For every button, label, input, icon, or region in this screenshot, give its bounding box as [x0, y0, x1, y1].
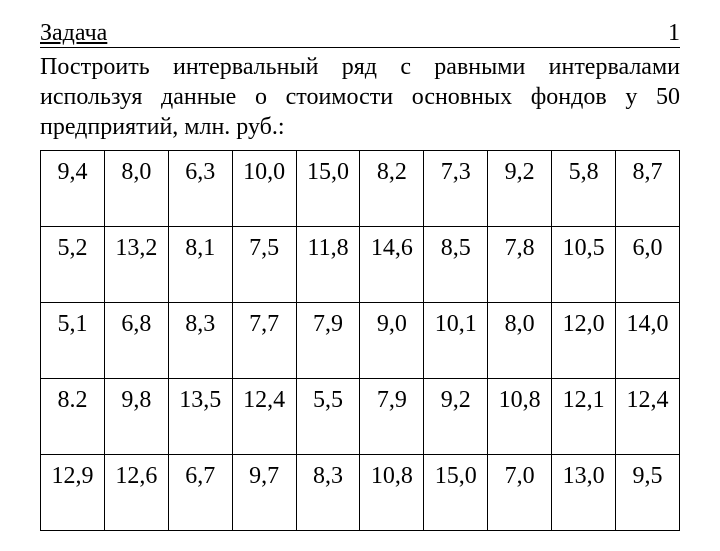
table-cell: 9,2: [488, 151, 552, 227]
table-cell: 7,9: [360, 379, 424, 455]
table-cell: 10,5: [552, 227, 616, 303]
table-cell: 7,5: [232, 227, 296, 303]
table-cell: 12,1: [552, 379, 616, 455]
table-cell: 14,0: [616, 303, 680, 379]
task-header: Задача 1: [40, 20, 680, 48]
table-cell: 8,7: [616, 151, 680, 227]
table-cell: 8.2: [41, 379, 105, 455]
table-cell: 15,0: [296, 151, 360, 227]
table-cell: 7,7: [232, 303, 296, 379]
table-cell: 13,5: [168, 379, 232, 455]
table-cell: 9,4: [41, 151, 105, 227]
table-cell: 8,3: [168, 303, 232, 379]
table-cell: 9,8: [104, 379, 168, 455]
task-description: Построить интервальный ряд с равными инт…: [40, 52, 680, 142]
table-cell: 8,0: [488, 303, 552, 379]
table-cell: 12,4: [616, 379, 680, 455]
table-row: 5,16,88,37,77,99,010,18,012,014,0: [41, 303, 680, 379]
table-cell: 7,9: [296, 303, 360, 379]
table-cell: 7,0: [488, 455, 552, 531]
table-cell: 8,3: [296, 455, 360, 531]
table-cell: 11,8: [296, 227, 360, 303]
table-cell: 5,2: [41, 227, 105, 303]
table-cell: 10,0: [232, 151, 296, 227]
table-cell: 15,0: [424, 455, 488, 531]
table-cell: 14,6: [360, 227, 424, 303]
task-number: 1: [668, 20, 680, 47]
table-cell: 12,0: [552, 303, 616, 379]
table-cell: 10,8: [360, 455, 424, 531]
table-cell: 5,8: [552, 151, 616, 227]
data-table-body: 9,48,06,310,015,08,27,39,25,88,75,213,28…: [41, 151, 680, 531]
table-cell: 8,5: [424, 227, 488, 303]
table-row: 12,912,66,79,78,310,815,07,013,09,5: [41, 455, 680, 531]
table-cell: 6,3: [168, 151, 232, 227]
table-cell: 6,7: [168, 455, 232, 531]
table-cell: 6,0: [616, 227, 680, 303]
table-row: 8.29,813,512,45,57,99,210,812,112,4: [41, 379, 680, 455]
table-cell: 7,8: [488, 227, 552, 303]
header-spacer: [107, 20, 668, 47]
table-cell: 9,2: [424, 379, 488, 455]
table-cell: 12,9: [41, 455, 105, 531]
table-cell: 9,7: [232, 455, 296, 531]
table-cell: 8,2: [360, 151, 424, 227]
table-cell: 13,0: [552, 455, 616, 531]
table-cell: 10,8: [488, 379, 552, 455]
table-cell: 8,1: [168, 227, 232, 303]
task-label: Задача: [40, 20, 107, 47]
table-cell: 5,5: [296, 379, 360, 455]
table-cell: 6,8: [104, 303, 168, 379]
table-cell: 9,5: [616, 455, 680, 531]
table-cell: 10,1: [424, 303, 488, 379]
table-cell: 7,3: [424, 151, 488, 227]
table-row: 9,48,06,310,015,08,27,39,25,88,7: [41, 151, 680, 227]
table-cell: 13,2: [104, 227, 168, 303]
table-cell: 12,4: [232, 379, 296, 455]
table-cell: 8,0: [104, 151, 168, 227]
table-cell: 5,1: [41, 303, 105, 379]
table-cell: 12,6: [104, 455, 168, 531]
table-cell: 9,0: [360, 303, 424, 379]
table-row: 5,213,28,17,511,814,68,57,810,56,0: [41, 227, 680, 303]
data-table: 9,48,06,310,015,08,27,39,25,88,75,213,28…: [40, 150, 680, 531]
document-page: Задача 1 Построить интервальный ряд с ра…: [0, 0, 720, 551]
